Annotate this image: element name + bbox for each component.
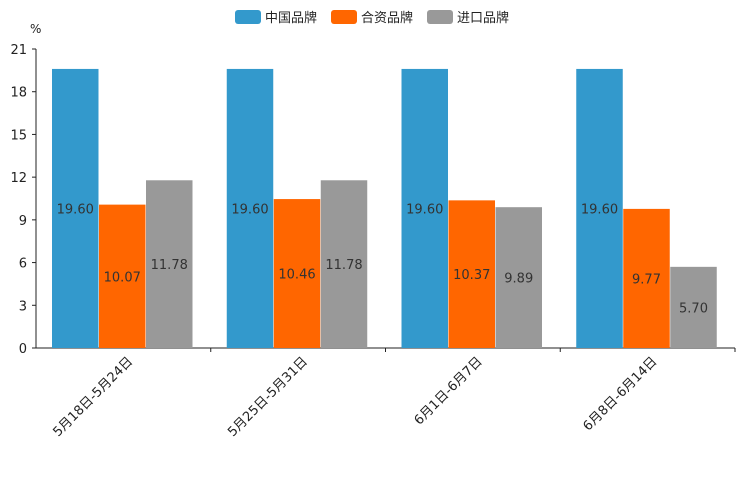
x-tick-label: 5月18日-5月24日 xyxy=(50,354,136,440)
x-tick-label: 5月25日-5月31日 xyxy=(225,354,311,440)
bar xyxy=(320,180,368,348)
y-tick-label: 21 xyxy=(10,43,27,58)
y-tick-label: 9 xyxy=(19,214,27,229)
y-tick-label: 18 xyxy=(10,86,27,101)
legend-label-jv: 合资品牌 xyxy=(360,11,413,26)
y-tick-label: 15 xyxy=(10,128,27,143)
legend-item-china[interactable]: 中国品牌 xyxy=(234,7,317,26)
bar xyxy=(495,207,542,348)
bar-value-label: 5.70 xyxy=(679,301,708,316)
y-tick-label: 6 xyxy=(19,257,27,272)
bar xyxy=(99,204,146,348)
y-tick-label: 12 xyxy=(10,171,27,186)
legend-label-import: 进口品牌 xyxy=(457,11,510,26)
legend-swatch-china xyxy=(234,9,261,24)
bar xyxy=(52,68,99,348)
legend: 中国品牌 合资品牌 进口品牌 xyxy=(0,7,744,26)
bar-value-label: 9.77 xyxy=(632,272,661,287)
bar xyxy=(401,68,448,348)
legend-swatch-import xyxy=(427,9,453,24)
y-tick-label: 3 xyxy=(19,299,27,314)
x-tick-label: 6月1日-6月7日 xyxy=(412,354,486,428)
legend-swatch-jv xyxy=(330,9,357,24)
legend-item-import[interactable]: 进口品牌 xyxy=(427,7,509,26)
bar-value-label: 19.60 xyxy=(231,202,268,217)
legend-label-china: 中国品牌 xyxy=(264,11,317,26)
legend-item-jv[interactable]: 合资品牌 xyxy=(330,7,413,26)
bar xyxy=(670,266,717,348)
bar xyxy=(576,68,623,348)
bar xyxy=(623,208,670,348)
bar xyxy=(273,199,321,348)
x-tick-label: 6月8日-6月14日 xyxy=(581,354,661,434)
y-tick-label: 0 xyxy=(19,342,27,357)
bar-value-label: 19.60 xyxy=(57,202,94,217)
bar-value-label: 10.46 xyxy=(278,268,315,283)
y-axis-unit: % xyxy=(30,22,42,36)
bar-value-label: 9.89 xyxy=(504,272,533,287)
bar-value-label: 10.07 xyxy=(104,270,141,285)
bar-value-label: 11.78 xyxy=(151,258,188,273)
bar-value-label: 19.60 xyxy=(406,202,443,217)
bar-value-label: 19.60 xyxy=(581,202,618,217)
bar xyxy=(146,180,193,348)
bar xyxy=(226,68,274,348)
bar-value-label: 10.37 xyxy=(453,268,490,283)
bar-value-label: 11.78 xyxy=(325,258,362,273)
bar xyxy=(448,200,495,348)
